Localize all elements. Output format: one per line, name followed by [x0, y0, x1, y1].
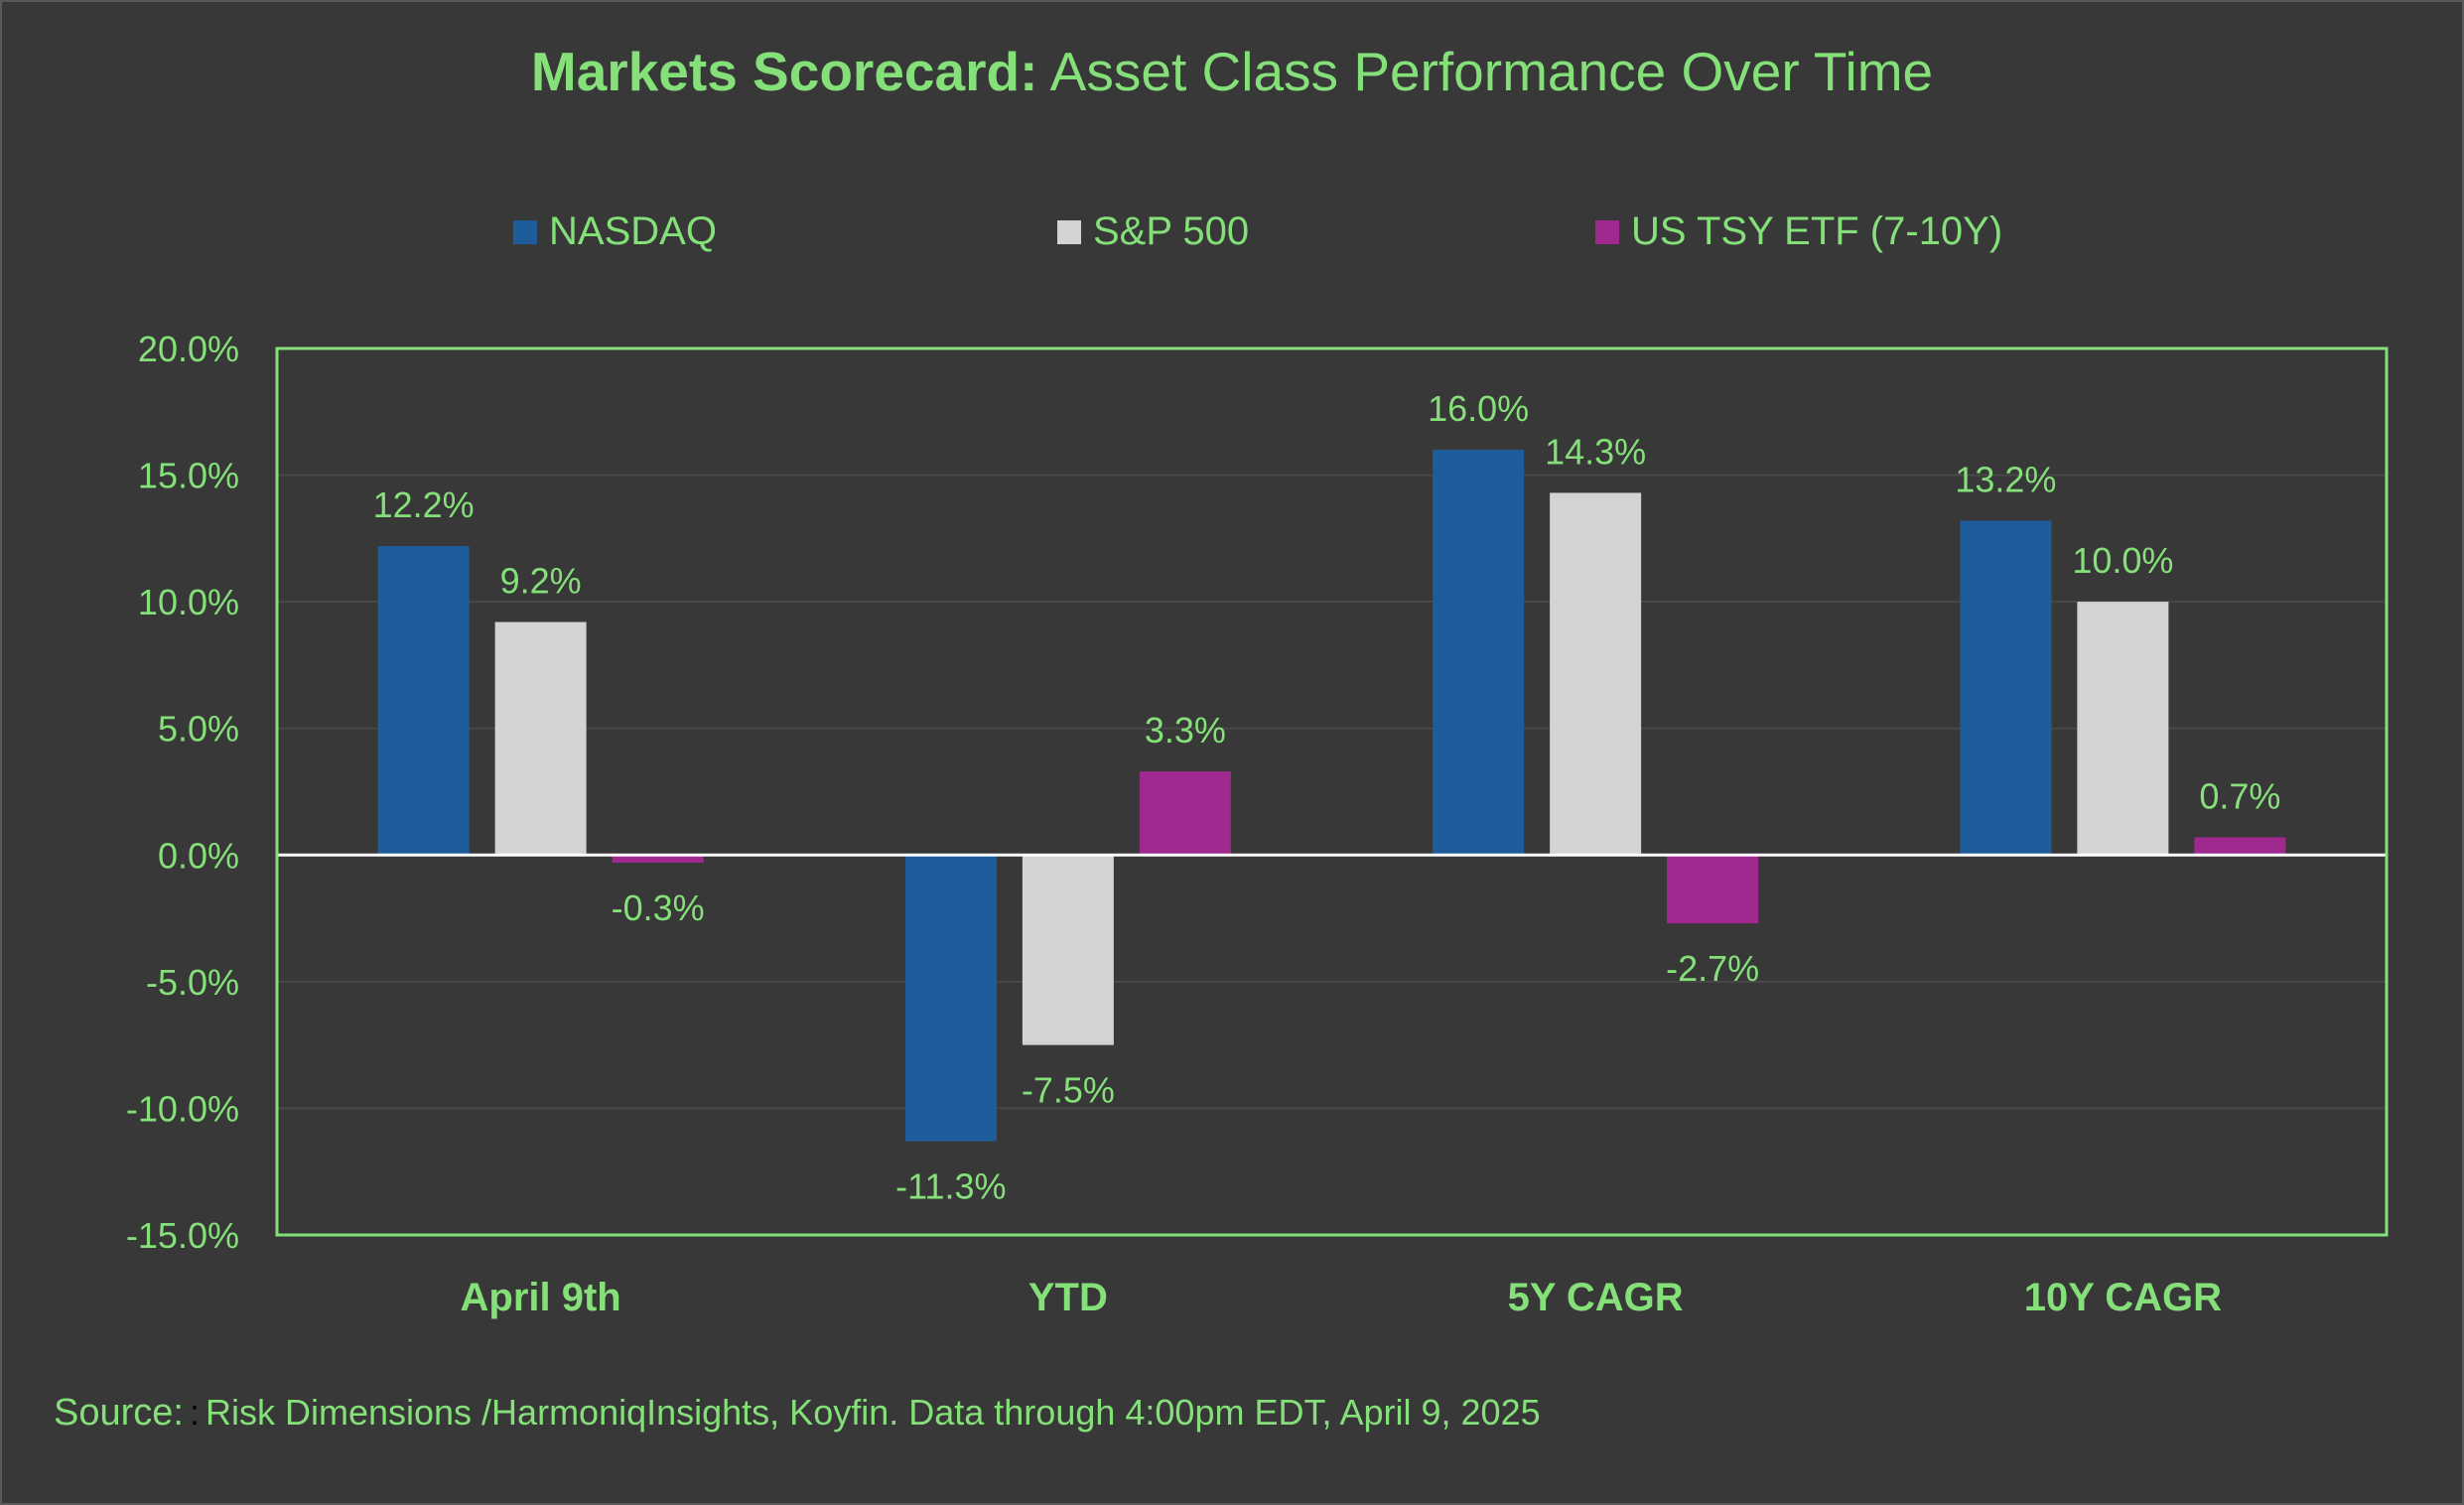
- data-label: -11.3%: [895, 1166, 1006, 1207]
- source-label: Source:: [54, 1392, 184, 1434]
- source-text: Risk Dimensions /HarmoniqInsights, Koyfi…: [205, 1392, 1541, 1433]
- data-label: -2.7%: [1666, 948, 1759, 989]
- x-category-label: April 9th: [461, 1276, 621, 1319]
- bar: [2194, 837, 2286, 856]
- legend-swatch: [513, 220, 537, 244]
- bar: [1139, 771, 1231, 856]
- y-tick-label: 20.0%: [138, 329, 239, 369]
- data-label: 10.0%: [2072, 540, 2173, 581]
- legend-label: NASDAQ: [549, 209, 717, 253]
- x-category-label: YTD: [1028, 1276, 1108, 1319]
- x-axis-categories: April 9th YTD 5Y CAGR 10Y CAGR: [461, 1276, 2223, 1319]
- bar: [1667, 855, 1759, 924]
- data-label: 16.0%: [1428, 388, 1529, 429]
- bar: [377, 546, 470, 856]
- bars: [377, 450, 2286, 1142]
- title-rest: Asset Class Performance Over Time: [1049, 41, 1934, 102]
- y-tick-label: 5.0%: [158, 709, 239, 750]
- bar: [1550, 492, 1642, 856]
- data-label: 3.3%: [1145, 710, 1226, 751]
- bar: [612, 855, 704, 863]
- legend-swatch: [1057, 220, 1081, 244]
- legend-label: US TSY ETF (7-10Y): [1631, 209, 2002, 253]
- y-axis-ticks: 20.0% 15.0% 10.0% 5.0% 0.0% -5.0% -10.0% -15.0%: [126, 329, 239, 1256]
- chart-title: Markets Scorecard: Asset Class Performan…: [0, 40, 2464, 103]
- data-label: 14.3%: [1545, 431, 1646, 472]
- bar: [1433, 450, 1525, 856]
- title-bold: Markets Scorecard:: [530, 41, 1038, 102]
- data-label: 13.2%: [1955, 459, 2056, 499]
- bar: [1960, 520, 2052, 856]
- y-tick-label: 15.0%: [138, 456, 239, 496]
- x-category-label: 10Y CAGR: [2024, 1276, 2222, 1319]
- data-label: 12.2%: [373, 484, 475, 525]
- bar: [1022, 855, 1114, 1045]
- x-category-label: 5Y CAGR: [1508, 1276, 1684, 1319]
- grid-lines: [277, 474, 2387, 1110]
- y-tick-label: -15.0%: [126, 1215, 239, 1256]
- legend: NASDAQ S&P 500 US TSY ETF (7-10Y): [513, 209, 2002, 253]
- legend-label: S&P 500: [1093, 209, 1249, 253]
- data-labels: 12.2% 9.2% -0.3% -11.3% -7.5% 3.3% 16.0% 14.3% -…: [373, 388, 2281, 1207]
- data-label: 0.7%: [2199, 775, 2280, 816]
- plot-area-border: [275, 346, 2389, 1237]
- source-note: Source:: Risk Dimensions /HarmoniqInsight…: [54, 1392, 1541, 1435]
- bar: [2077, 602, 2169, 856]
- data-label: -7.5%: [1022, 1070, 1115, 1111]
- y-tick-label: 0.0%: [158, 835, 239, 876]
- legend-swatch: [1595, 220, 1619, 244]
- source-separator: :: [189, 1392, 200, 1433]
- y-tick-label: -5.0%: [146, 962, 239, 1003]
- bar: [904, 855, 997, 1142]
- data-label: -0.3%: [612, 888, 705, 928]
- y-tick-label: -10.0%: [126, 1088, 239, 1129]
- data-label: 9.2%: [500, 561, 582, 602]
- y-tick-label: 10.0%: [138, 582, 239, 622]
- bar: [494, 621, 587, 856]
